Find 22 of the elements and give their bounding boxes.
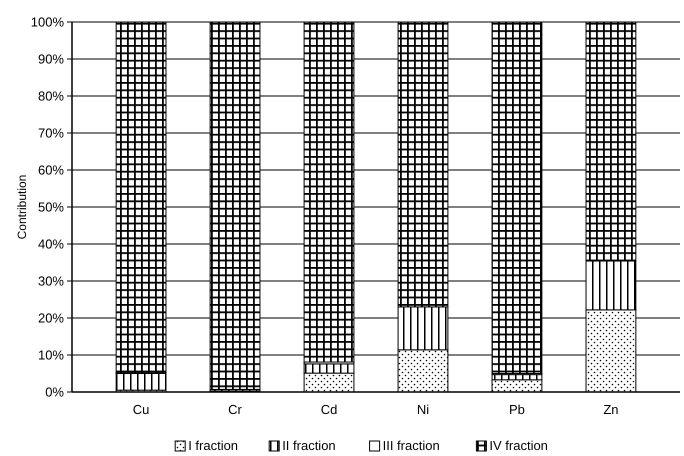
x-tick-label: Ni bbox=[416, 402, 430, 417]
legend-label: II fraction bbox=[282, 438, 336, 453]
y-tick-label: 20% bbox=[38, 310, 64, 326]
y-tick-label: 30% bbox=[38, 274, 64, 289]
y-tick-label: 0% bbox=[45, 384, 64, 400]
y-tick-label: 10% bbox=[38, 348, 64, 363]
y-tick-label: 80% bbox=[38, 88, 64, 104]
x-tick-label: Pb bbox=[509, 402, 525, 417]
x-tick-label: Zn bbox=[603, 402, 619, 417]
y-tick-label: 50% bbox=[38, 200, 64, 215]
x-tick-label: Cd bbox=[320, 402, 338, 417]
y-axis-title: Contribution bbox=[15, 174, 29, 240]
legend-label: I fraction bbox=[188, 438, 238, 453]
legend-label: III fraction bbox=[382, 438, 440, 453]
x-tick-label: Cu bbox=[132, 402, 150, 417]
x-tick-label: Cr bbox=[228, 402, 243, 417]
y-tick-label: 40% bbox=[38, 236, 64, 252]
y-tick-label: 100% bbox=[30, 14, 64, 30]
legend-label: IV fraction bbox=[489, 438, 548, 453]
y-tick-label: 70% bbox=[38, 126, 64, 141]
y-tick-label: 90% bbox=[38, 52, 64, 67]
y-tick-label: 60% bbox=[38, 162, 64, 178]
